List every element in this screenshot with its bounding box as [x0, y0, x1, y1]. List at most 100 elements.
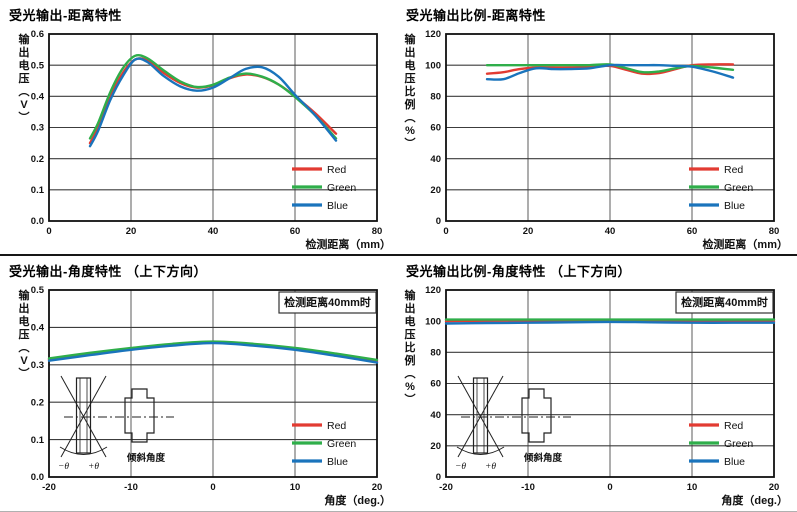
chart-title-output-ratio-angle: 受光输出比例-角度特性 （上下方向）	[406, 264, 631, 279]
x-tick-label: 80	[372, 226, 383, 237]
target-object-shape	[521, 388, 552, 443]
y-axis-label-char: %	[405, 125, 415, 137]
y-axis-label-char: 电	[19, 58, 30, 72]
plot-border	[445, 33, 775, 222]
legend-label-red: Red	[327, 164, 346, 176]
x-tick-label: 10	[290, 482, 301, 493]
y-axis-label-char: ︶	[18, 110, 31, 124]
neg-theta-label: −θ	[58, 462, 69, 472]
y-axis-label-char: 电	[405, 314, 416, 328]
legend-label-green: Green	[724, 182, 753, 194]
y-axis-label-char: ︶	[18, 366, 31, 380]
y-tick-label: 60	[430, 379, 441, 390]
y-axis-label-char: 压	[19, 327, 30, 341]
y-tick-label: 0.3	[31, 123, 44, 134]
series-line-green	[47, 340, 379, 362]
y-tick-label: 20	[430, 185, 441, 196]
y-tick-label: 80	[430, 92, 441, 103]
y-axis-label-char: 出	[19, 301, 30, 315]
y-tick-label: 0.4	[31, 323, 45, 334]
chart-title-output-distance: 受光输出-距离特性	[9, 8, 122, 23]
y-tick-label: 0.4	[31, 92, 45, 103]
legend-label-green: Green	[724, 438, 753, 450]
legend-label-red: Red	[724, 164, 743, 176]
x-axis-label: 检测距离（mm）	[305, 237, 391, 251]
x-tick-label: 0	[46, 226, 51, 237]
legend-label-red: Red	[724, 420, 743, 432]
annotation-text: 检测距离40mm时	[681, 295, 768, 309]
y-tick-label: 100	[425, 316, 441, 327]
y-tick-label: 0	[436, 472, 441, 483]
y-axis-label-char: 出	[19, 45, 30, 59]
y-axis-label-char: 出	[405, 301, 416, 315]
tilt-angle-caption: 倾斜角度	[523, 452, 563, 464]
y-axis-label-char: 比	[405, 84, 416, 98]
chart-title-output-ratio-distance: 受光输出比例-距离特性	[406, 8, 546, 23]
y-axis-label-char: 压	[19, 71, 30, 85]
series-line-blue	[88, 57, 338, 148]
x-tick-label: 60	[687, 226, 698, 237]
y-axis-label-char: ︵	[404, 368, 417, 380]
y-tick-label: 120	[425, 29, 441, 40]
y-axis-label-char: 压	[405, 327, 416, 341]
plot-border	[48, 289, 378, 478]
legend-label-blue: Blue	[327, 456, 348, 468]
x-axis-label: 角度（deg.）	[721, 493, 788, 507]
y-tick-label: 0.5	[31, 60, 45, 71]
plot-border	[445, 289, 775, 478]
chart-title-output-angle: 受光输出-角度特性 （上下方向）	[9, 264, 207, 279]
y-axis-label-char: 例	[405, 97, 416, 111]
y-axis-label-char: 输	[19, 32, 31, 46]
x-axis-label: 检测距离（mm）	[702, 237, 788, 251]
x-tick-label: 40	[208, 226, 219, 237]
panel-output-angle: 受光输出-角度特性 （上下方向） 0.0 0.1 0.2 0.3 0.4 0.5 -20 -1…	[0, 256, 397, 510]
x-tick-label: 0	[443, 226, 448, 237]
x-tick-label: 0	[210, 482, 215, 493]
sensor-slot-shape	[476, 377, 485, 454]
y-tick-label: 120	[425, 285, 441, 296]
y-tick-label: 0.2	[31, 397, 44, 408]
x-tick-label: 40	[605, 226, 616, 237]
x-axis-label: 角度（deg.）	[324, 493, 391, 507]
target-object-shape	[124, 388, 155, 443]
y-axis-label-char: 电	[405, 58, 416, 72]
y-tick-label: 0.1	[31, 185, 45, 196]
plot-border	[48, 33, 378, 222]
y-tick-label: 60	[430, 123, 441, 134]
y-tick-label: 80	[430, 348, 441, 359]
y-axis-label-char: 输	[19, 288, 31, 302]
annotation-box	[675, 291, 774, 314]
series-line-blue	[444, 320, 776, 325]
x-tick-label: 60	[290, 226, 301, 237]
x-tick-label: 20	[126, 226, 137, 237]
x-tick-label: 20	[523, 226, 534, 237]
row-distance-charts: 受光输出-距离特性 0.0 0.1 0.2 0.3 0.4 0.5 0.6 0 20 40 60 80…	[0, 8, 797, 256]
y-axis-label-char: ︵	[18, 86, 31, 98]
x-tick-label: 80	[769, 226, 780, 237]
x-tick-label: -10	[124, 482, 138, 493]
pos-theta-label: +θ	[485, 462, 496, 472]
series-line-blue	[47, 341, 379, 364]
y-tick-label: 20	[430, 441, 441, 452]
legend-label-red: Red	[327, 420, 346, 432]
y-axis-label-char: ︵	[404, 112, 417, 124]
neg-theta-label: −θ	[455, 462, 466, 472]
x-tick-label: 10	[687, 482, 698, 493]
x-tick-label: 20	[372, 482, 383, 493]
y-axis-label-char: 输	[405, 32, 417, 46]
y-axis-label-char: %	[405, 381, 415, 393]
tilt-arc	[456, 446, 505, 455]
y-tick-label: 0.0	[31, 472, 44, 483]
sensor-slot-shape	[79, 377, 88, 454]
y-axis-label-char: ︵	[18, 342, 31, 354]
legend-label-blue: Blue	[327, 200, 348, 212]
legend-label-blue: Blue	[724, 456, 745, 468]
series-line-green	[88, 53, 338, 140]
annotation-box	[278, 291, 377, 314]
y-tick-label: 0.2	[31, 154, 44, 165]
y-axis-label-char: ︶	[404, 392, 417, 406]
